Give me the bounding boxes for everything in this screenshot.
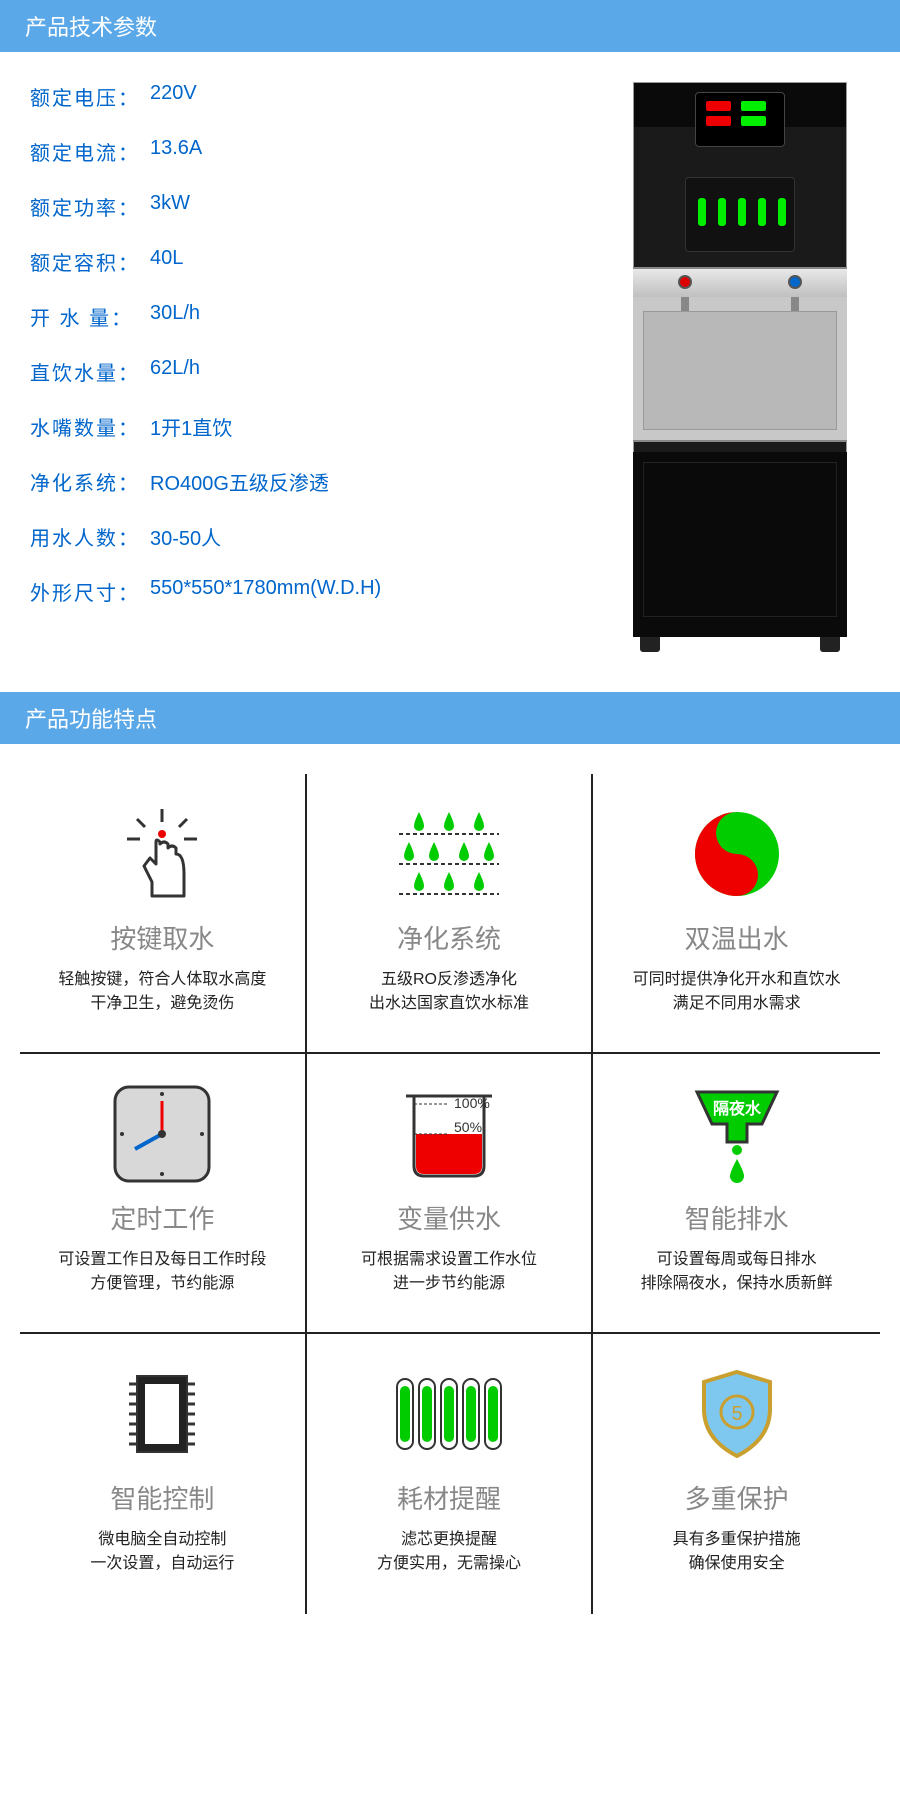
specs-container: 额定电压：220V 额定电流：13.6A 额定功率：3kW 额定容积：40L 开… (0, 52, 900, 692)
product-image (600, 82, 880, 652)
spec-label: 净化系统： (30, 467, 150, 496)
svg-text:隔夜水: 隔夜水 (713, 1099, 762, 1118)
svg-text:5: 5 (731, 1403, 742, 1425)
spec-value: 220V (150, 82, 570, 111)
yinyang-icon (677, 799, 797, 909)
feature-purification: 净化系统 五级RO反渗透净化出水达国家直饮水标准 (307, 774, 594, 1054)
spec-value: 1开1直饮 (150, 412, 570, 441)
droplets-icon (389, 799, 509, 909)
spec-value: 13.6A (150, 137, 570, 166)
drain-icon: 隔夜水 (677, 1079, 797, 1189)
clock-icon (102, 1079, 222, 1189)
spec-row: 额定电压：220V (30, 82, 570, 111)
feature-smart-drain: 隔夜水 智能排水 可设置每周或每日排水排除隔夜水，保持水质新鲜 (593, 1054, 880, 1334)
feature-desc: 五级RO反渗透净化出水达国家直饮水标准 (369, 968, 529, 1016)
spec-label: 用水人数： (30, 522, 150, 551)
section-header-features: 产品功能特点 (0, 692, 900, 744)
spec-label: 额定电流： (30, 137, 150, 166)
feature-desc: 微电脑全自动控制一次设置，自动运行 (90, 1528, 234, 1576)
feature-variable-supply: 100% 50% 变量供水 可根据需求设置工作水位进一步节约能源 (307, 1054, 594, 1334)
feature-desc: 可设置工作日及每日工作时段方便管理，节约能源 (58, 1248, 266, 1296)
feature-title: 多重保护 (685, 1479, 789, 1516)
feature-title: 变量供水 (397, 1199, 501, 1236)
spec-label: 水嘴数量： (30, 412, 150, 441)
feature-dual-temp: 双温出水 可同时提供净化开水和直饮水满足不同用水需求 (593, 774, 880, 1054)
svg-text:100%: 100% (454, 1095, 490, 1111)
spec-row: 开 水 量：30L/h (30, 302, 570, 331)
beaker-icon: 100% 50% (389, 1079, 509, 1189)
feature-desc: 具有多重保护措施确保使用安全 (673, 1528, 801, 1576)
feature-title: 定时工作 (110, 1199, 214, 1236)
feature-desc: 轻触按键，符合人体取水高度干净卫生，避免烫伤 (58, 968, 266, 1016)
feature-title: 双温出水 (685, 919, 789, 956)
feature-desc: 可根据需求设置工作水位进一步节约能源 (361, 1248, 537, 1296)
spec-label: 额定电压： (30, 82, 150, 111)
spec-label: 额定功率： (30, 192, 150, 221)
feature-desc: 滤芯更换提醒方便实用，无需操心 (377, 1528, 521, 1576)
spec-value: 550*550*1780mm(W.D.H) (150, 577, 570, 606)
feature-title: 智能控制 (110, 1479, 214, 1516)
spec-row: 外形尺寸：550*550*1780mm(W.D.H) (30, 577, 570, 606)
feature-protection: 5 多重保护 具有多重保护措施确保使用安全 (593, 1334, 880, 1614)
spec-row: 额定电流：13.6A (30, 137, 570, 166)
spec-value: 3kW (150, 192, 570, 221)
feature-timer: 定时工作 可设置工作日及每日工作时段方便管理，节约能源 (20, 1054, 307, 1334)
spec-label: 额定容积： (30, 247, 150, 276)
spec-value: 30L/h (150, 302, 570, 331)
water-dispenser-illustration (625, 82, 855, 652)
filters-icon (389, 1359, 509, 1469)
feature-title: 按键取水 (110, 919, 214, 956)
touch-icon (102, 799, 222, 909)
spec-row: 用水人数：30-50人 (30, 522, 570, 551)
spec-label: 直饮水量： (30, 357, 150, 386)
spec-row: 直饮水量：62L/h (30, 357, 570, 386)
features-grid: 按键取水 轻触按键，符合人体取水高度干净卫生，避免烫伤 净化系统 五级RO反渗透… (0, 744, 900, 1644)
chip-icon (102, 1359, 222, 1469)
spec-row: 净化系统：RO400G五级反渗透 (30, 467, 570, 496)
spec-row: 水嘴数量：1开1直饮 (30, 412, 570, 441)
svg-text:50%: 50% (454, 1119, 482, 1135)
feature-button-water: 按键取水 轻触按键，符合人体取水高度干净卫生，避免烫伤 (20, 774, 307, 1054)
spec-row: 额定容积：40L (30, 247, 570, 276)
feature-desc: 可设置每周或每日排水排除隔夜水，保持水质新鲜 (641, 1248, 833, 1296)
feature-smart-control: 智能控制 微电脑全自动控制一次设置，自动运行 (20, 1334, 307, 1614)
feature-title: 智能排水 (685, 1199, 789, 1236)
spec-value: 30-50人 (150, 522, 570, 551)
spec-row: 额定功率：3kW (30, 192, 570, 221)
feature-title: 耗材提醒 (397, 1479, 501, 1516)
spec-value: 62L/h (150, 357, 570, 386)
spec-value: RO400G五级反渗透 (150, 467, 570, 496)
feature-filter-reminder: 耗材提醒 滤芯更换提醒方便实用，无需操心 (307, 1334, 594, 1614)
spec-label: 外形尺寸： (30, 577, 150, 606)
feature-desc: 可同时提供净化开水和直饮水满足不同用水需求 (633, 968, 841, 1016)
shield-icon: 5 (677, 1359, 797, 1469)
spec-label: 开 水 量： (30, 302, 150, 331)
feature-title: 净化系统 (397, 919, 501, 956)
spec-value: 40L (150, 247, 570, 276)
section-header-specs: 产品技术参数 (0, 0, 900, 52)
specs-list: 额定电压：220V 额定电流：13.6A 额定功率：3kW 额定容积：40L 开… (20, 82, 570, 652)
